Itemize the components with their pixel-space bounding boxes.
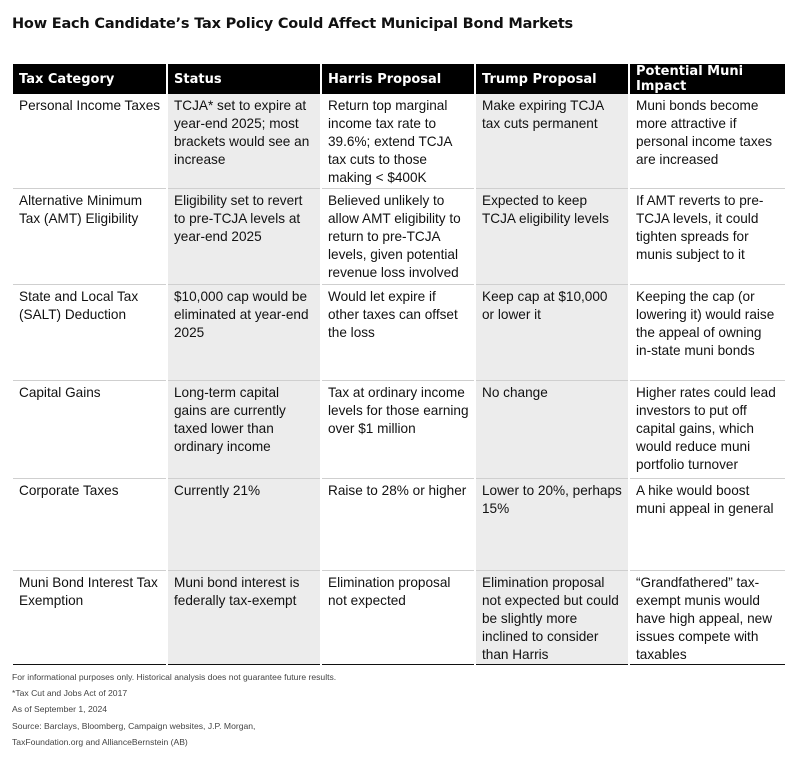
cell-impact: If AMT reverts to pre-TCJA levels, it co… xyxy=(629,187,785,284)
header-trump-proposal: Trump Proposal xyxy=(475,64,630,94)
table-row: Muni Bond Interest Tax Exemption Muni bo… xyxy=(13,569,785,665)
cell-status: Long-term capital gains are currently ta… xyxy=(167,379,322,478)
table-header-row: Tax Category Status Harris Proposal Trum… xyxy=(13,64,785,94)
cell-status: Muni bond interest is federally tax-exem… xyxy=(167,569,322,665)
table-row: Alternative Minimum Tax (AMT) Eligibilit… xyxy=(13,187,785,284)
footnote-text: *Tax Cut and Jobs Act of 2017 xyxy=(12,688,128,699)
cell-trump: No change xyxy=(475,379,630,478)
cell-harris: Elimination proposal not expected xyxy=(321,569,476,665)
header-muni-impact: Potential Muni Impact xyxy=(629,64,785,94)
cell-status: Currently 21% xyxy=(167,477,322,570)
cell-status: $10,000 cap would be eliminated at year-… xyxy=(167,283,322,380)
cell-trump: Make expiring TCJA tax cuts permanent xyxy=(475,94,630,188)
page-title: How Each Candidate’s Tax Policy Could Af… xyxy=(12,16,573,32)
source-text-line1: Source: Barclays, Bloomberg, Campaign we… xyxy=(12,720,256,731)
cell-status: TCJA* set to expire at year-end 2025; mo… xyxy=(167,94,322,188)
header-status: Status xyxy=(167,64,322,94)
cell-category: Personal Income Taxes xyxy=(13,94,168,188)
table-row: Personal Income Taxes TCJA* set to expir… xyxy=(13,94,785,188)
cell-impact: A hike would boost muni appeal in genera… xyxy=(629,477,785,570)
cell-harris: Return top marginal income tax rate to 3… xyxy=(321,94,476,188)
cell-category: Alternative Minimum Tax (AMT) Eligibilit… xyxy=(13,187,168,284)
cell-harris: Believed unlikely to allow AMT eligibili… xyxy=(321,187,476,284)
cell-harris: Would let expire if other taxes can offs… xyxy=(321,283,476,380)
header-tax-category: Tax Category xyxy=(13,64,168,94)
disclaimer-text: For informational purposes only. Histori… xyxy=(12,672,337,682)
footer-notes: For informational purposes only. Histori… xyxy=(12,669,336,750)
table-row: Capital Gains Long-term capital gains ar… xyxy=(13,379,785,478)
cell-harris: Raise to 28% or higher xyxy=(321,477,476,570)
cell-impact: Higher rates could lead investors to put… xyxy=(629,379,785,478)
header-harris-proposal: Harris Proposal xyxy=(321,64,476,94)
cell-trump: Lower to 20%, perhaps 15% xyxy=(475,477,630,570)
cell-harris: Tax at ordinary income levels for those … xyxy=(321,379,476,478)
table-row: State and Local Tax (SALT) Deduction $10… xyxy=(13,283,785,380)
cell-trump: Keep cap at $10,000 or lower it xyxy=(475,283,630,380)
tax-policy-table: Tax Category Status Harris Proposal Trum… xyxy=(13,64,785,665)
source-text-line2: TaxFoundation.org and AllianceBernstein … xyxy=(12,736,188,747)
cell-category: Corporate Taxes xyxy=(13,477,168,570)
table-row: Corporate Taxes Currently 21% Raise to 2… xyxy=(13,477,785,570)
cell-impact: “Grandfathered” tax-exempt munis would h… xyxy=(629,569,785,665)
cell-impact: Muni bonds become more attractive if per… xyxy=(636,98,773,167)
cell-impact: Keeping the cap (or lowering it) would r… xyxy=(629,283,785,380)
as-of-date: As of September 1, 2024 xyxy=(12,704,108,715)
cell-trump: Elimination proposal not expected but co… xyxy=(475,569,630,665)
cell-category: State and Local Tax (SALT) Deduction xyxy=(13,283,168,380)
cell-status: Eligibility set to revert to pre-TCJA le… xyxy=(167,187,322,284)
cell-category: Muni Bond Interest Tax Exemption xyxy=(13,569,168,665)
cell-category: Capital Gains xyxy=(13,379,168,478)
cell-trump: Expected to keep TCJA eligibility levels xyxy=(475,187,630,284)
